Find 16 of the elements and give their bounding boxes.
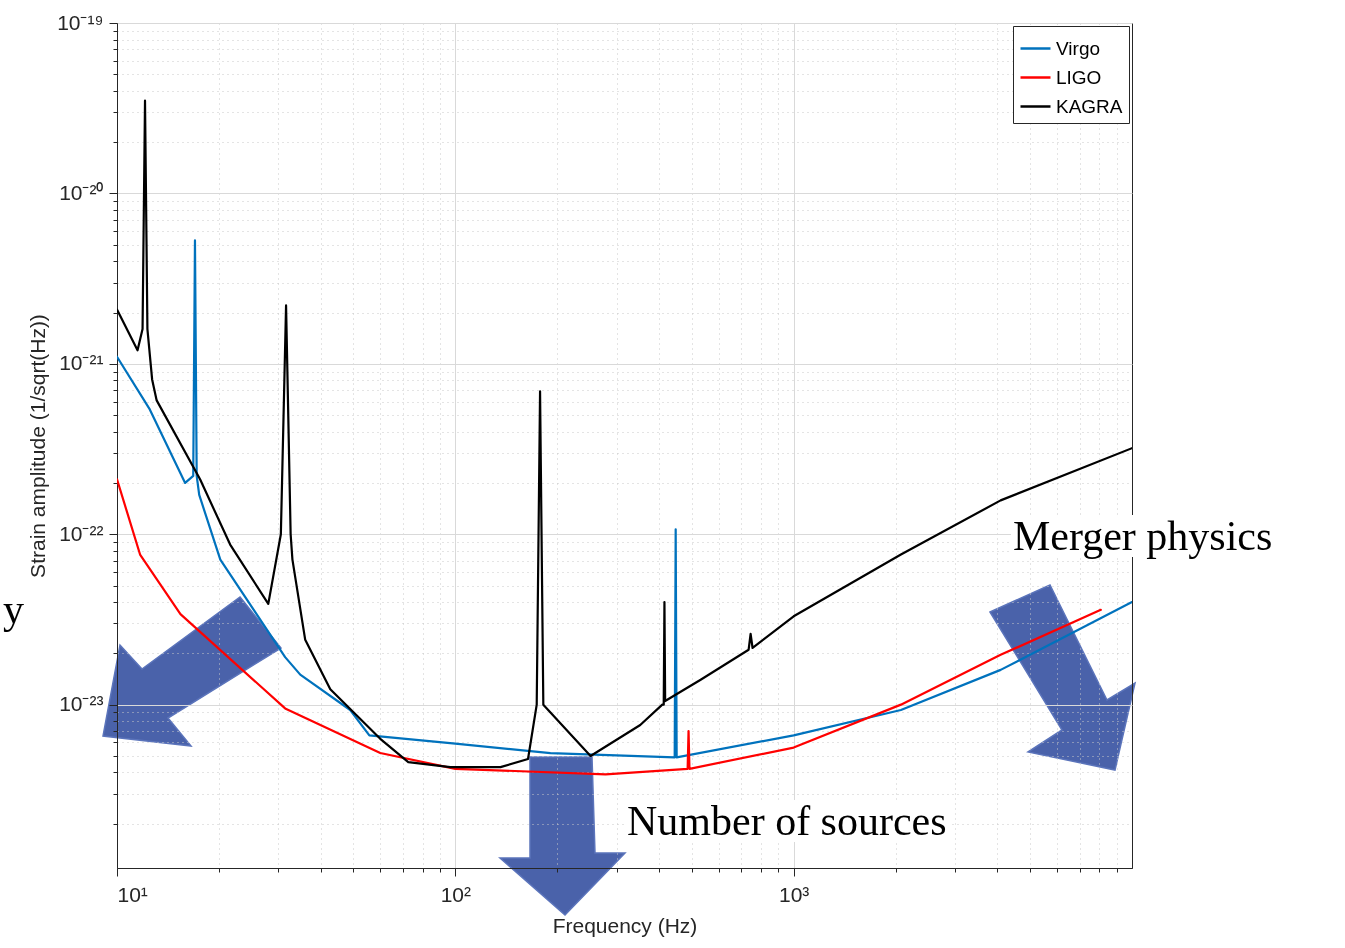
x-tick-label: 10³	[778, 882, 810, 906]
legend-label: KAGRA	[1056, 95, 1123, 117]
annotation: Merger physics	[1011, 513, 1275, 559]
y-tick-label: 10⁻²⁰	[59, 180, 104, 204]
y-tick-label: 10⁻²¹	[59, 351, 104, 375]
x-tick-label: 10¹	[117, 882, 148, 906]
y-tick-label: 10⁻²³	[59, 692, 104, 716]
legend-label: LIGO	[1056, 66, 1102, 88]
y-tick-label: 10⁻²²	[59, 521, 104, 545]
y-tick-label: 10⁻¹⁹	[57, 10, 104, 34]
annotation: Number of sources	[625, 798, 949, 844]
y-axis-title: Strain amplitude (1/sqrt(Hz))	[26, 314, 50, 578]
text: y	[1, 586, 26, 632]
x-axis-title: Frequency (Hz)	[552, 913, 698, 937]
legend-label: Virgo	[1056, 37, 1101, 59]
x-tick-label: 10²	[440, 882, 472, 906]
